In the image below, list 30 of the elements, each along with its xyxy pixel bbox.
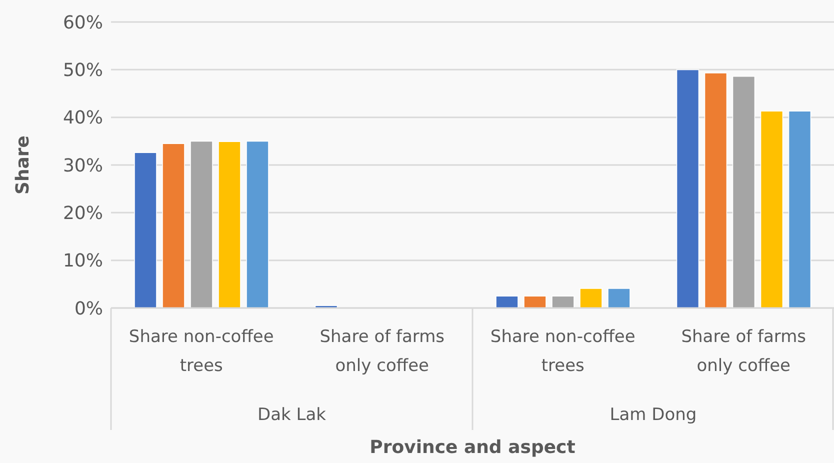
x-tick-label: Share of farms only coffee [681, 327, 806, 376]
bar [732, 76, 756, 308]
bar [788, 110, 812, 308]
bar [552, 296, 574, 308]
bar [704, 72, 728, 308]
y-tick-label: 30% [62, 155, 103, 176]
bar [496, 296, 518, 308]
bar [134, 152, 157, 308]
y-tick-label: 50% [62, 60, 103, 82]
bar [246, 140, 269, 308]
x-axis-title: Province and aspect [370, 437, 576, 458]
y-tick-label: 40% [62, 108, 103, 129]
y-tick-label: 60% [62, 12, 103, 34]
bar [524, 296, 546, 308]
bar [218, 141, 241, 308]
x-tick-label: Share non-coffee trees [128, 327, 274, 376]
x-tick-label: Share non-coffee trees [490, 327, 636, 376]
y-tick-label: 10% [62, 250, 103, 272]
text: Dak Lak [258, 405, 326, 425]
bar [608, 288, 630, 308]
x-tick-label: Share of farms only coffee [320, 327, 445, 376]
bar [676, 69, 700, 308]
bar [760, 110, 784, 308]
y-tick-label: 20% [62, 203, 103, 224]
bar [580, 288, 602, 308]
text: Lam Dong [610, 405, 697, 425]
y-axis-title: Share [12, 135, 34, 195]
bar [190, 140, 213, 308]
bar [162, 143, 185, 308]
y-tick-label: 0% [74, 298, 103, 320]
